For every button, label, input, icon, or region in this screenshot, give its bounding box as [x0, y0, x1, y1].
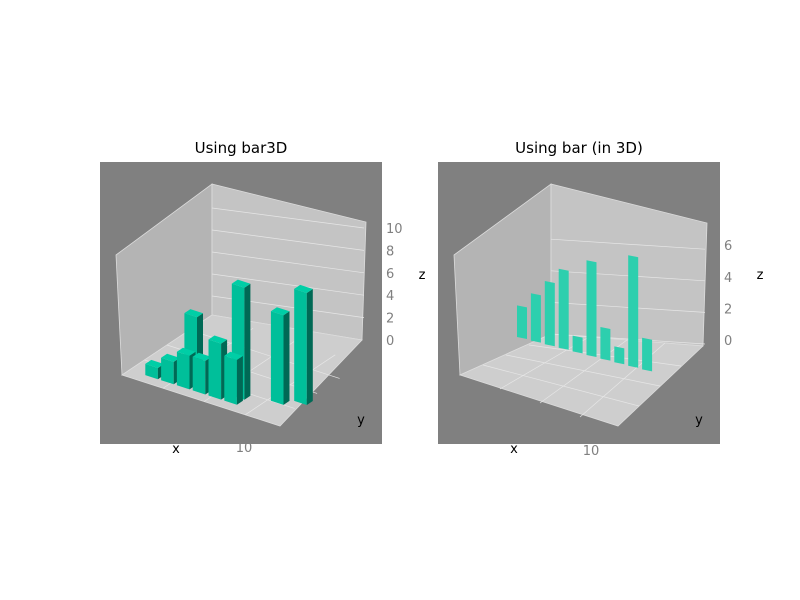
bar-front-face: [224, 355, 237, 405]
bar-top-face: [224, 351, 243, 360]
z-tick-label: 6: [386, 267, 394, 282]
grid-line: [211, 207, 365, 229]
z-tick-label: 0: [724, 334, 732, 349]
chart-title: Using bar (in 3D): [515, 139, 643, 157]
bar: [517, 305, 527, 339]
bar-3d: [270, 307, 290, 405]
grid-line: [211, 273, 365, 296]
bar: [572, 335, 583, 354]
bar-top-face: [176, 347, 196, 356]
x-axis-label: x: [510, 442, 518, 457]
chart-title: Using bar3D: [195, 139, 288, 157]
z-tick-label: 8: [386, 244, 394, 259]
bar-3d: [294, 284, 313, 405]
bar-side-face: [283, 311, 290, 405]
bar-front-face: [294, 288, 307, 405]
bar-side-face: [244, 283, 251, 400]
grid-line: [211, 229, 365, 251]
bar: [628, 255, 639, 368]
bar: [544, 281, 555, 347]
bar-top-face: [294, 284, 313, 293]
bars: [517, 255, 653, 372]
bar: [614, 346, 625, 365]
y-axis-label: y: [695, 413, 703, 428]
bar-front-face: [270, 311, 284, 405]
z-axis-label: z: [757, 268, 764, 283]
grid-line: [550, 270, 706, 282]
bars: [145, 279, 313, 405]
bar-top-face: [145, 359, 164, 368]
z-tick-label: 2: [386, 312, 394, 327]
grid-line: [550, 333, 706, 345]
bar-top-face: [161, 353, 180, 362]
bar-top-face: [208, 335, 228, 344]
z-tick-label: 4: [386, 289, 394, 304]
bar-front-face: [145, 363, 158, 380]
grid-line: [482, 364, 640, 407]
bar-top-face: [231, 279, 251, 288]
bar: [558, 268, 569, 350]
bar-front-face: [208, 339, 222, 400]
grid-line: [550, 302, 706, 313]
y-axis-label: y: [357, 413, 365, 428]
grid-line: [539, 339, 628, 404]
grid-line: [550, 238, 706, 250]
z-tick-label: 4: [724, 271, 732, 286]
z-tick-label: 10: [386, 222, 403, 237]
bar-side-face: [236, 355, 243, 405]
grid-line: [211, 251, 365, 274]
subplot-bar-3d: 0 2 4 6 Using bar (in 3D) x y z 10: [438, 139, 764, 459]
z-tick-label: 2: [724, 302, 732, 317]
bar: [642, 337, 653, 372]
bar-3d: [224, 351, 243, 405]
bar-front-face: [176, 351, 190, 390]
bar-top-face: [192, 352, 212, 361]
subplot-bar3d: 0 2 4 6 8 10 Using bar3D x y z 10: [100, 139, 426, 457]
z-tick-label: 6: [724, 239, 732, 254]
bar-front-face: [192, 356, 206, 395]
x-tick-label: 10: [583, 444, 600, 459]
grid-line: [505, 354, 661, 387]
bar-top-face: [184, 309, 203, 318]
z-axis-label: z: [419, 268, 426, 283]
bar-3d: [161, 353, 180, 385]
z-tick-label: 0: [386, 334, 394, 349]
z-tick-labels: 0 2 4 6 8 10: [386, 222, 403, 349]
bar: [586, 260, 597, 357]
x-tick-label: 10: [236, 441, 253, 456]
bar-top-face: [270, 307, 290, 316]
bar-side-face: [306, 289, 313, 405]
bar-front-face: [161, 357, 174, 385]
bar: [600, 327, 611, 361]
z-tick-labels: 0 2 4 6: [724, 239, 732, 349]
bar: [530, 293, 541, 343]
x-axis-label: x: [172, 442, 180, 457]
